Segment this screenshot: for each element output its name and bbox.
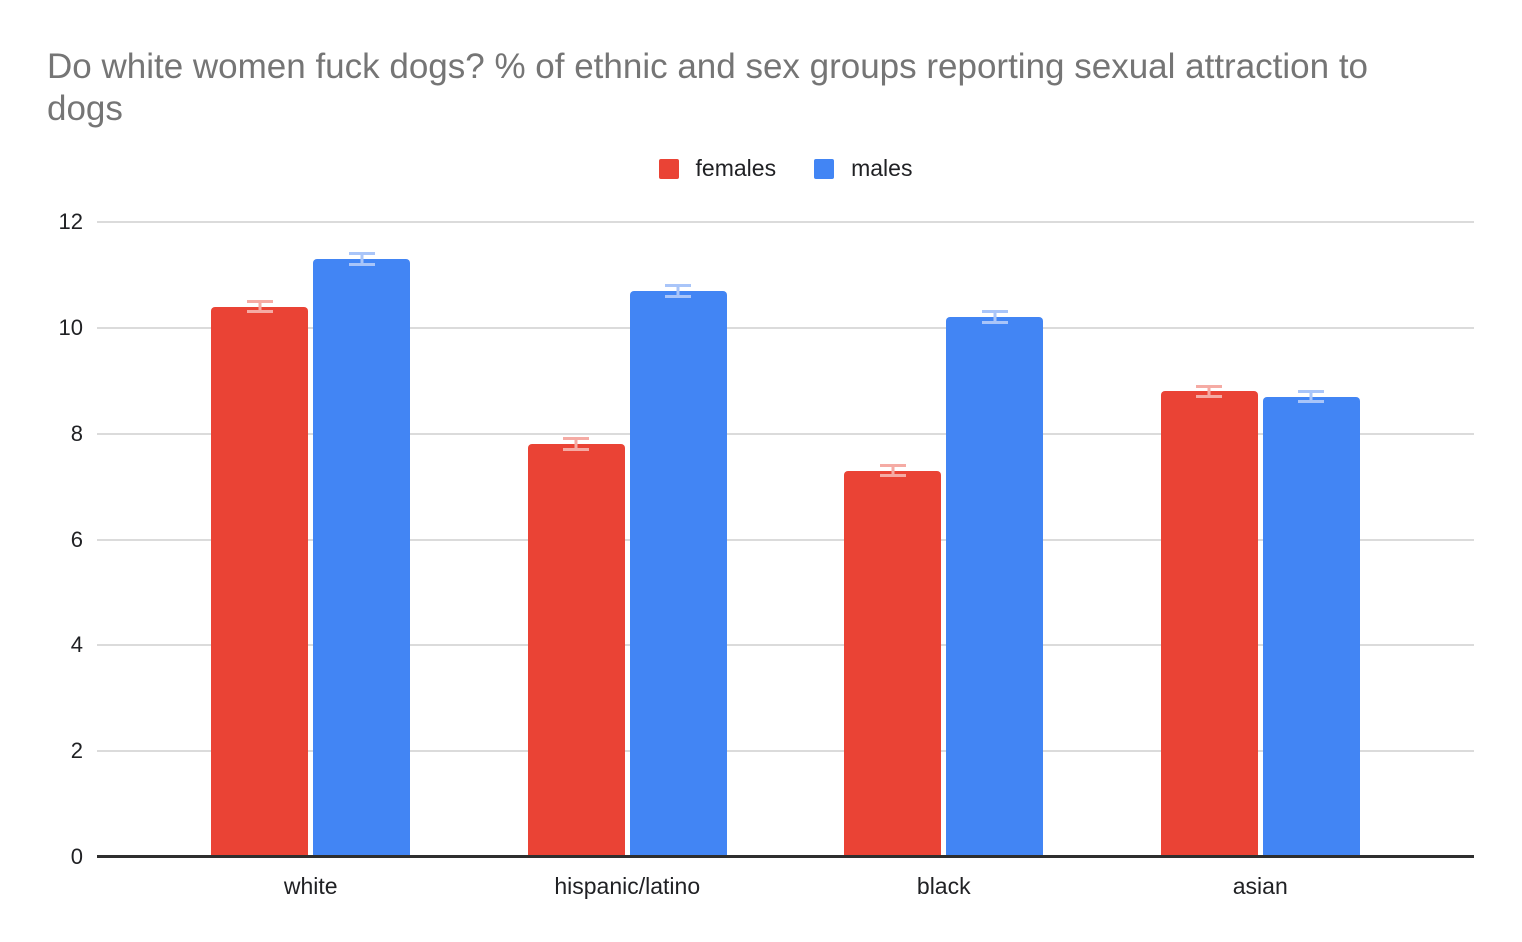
y-tick-label-0: 0: [70, 844, 83, 869]
error-bar-males-white: [348, 252, 375, 266]
error-bar-stem: [891, 464, 895, 477]
bar-males-black: [946, 317, 1044, 857]
gridline-6: [97, 538, 1474, 541]
error-bar-stem: [993, 311, 997, 324]
legend: females males: [97, 155, 1474, 182]
y-tick-label-6: 6: [70, 526, 83, 552]
error-bar-stem: [1207, 385, 1211, 398]
error-bar-males-asian: [1298, 389, 1325, 404]
gridline-4: [97, 644, 1474, 647]
gridline-10: [97, 326, 1474, 329]
error-bar-females-asian: [1196, 384, 1223, 399]
gridline-2: [97, 750, 1474, 753]
error-bar-males-hispanic-latino: [665, 284, 692, 298]
legend-item-males: males: [814, 155, 912, 182]
plot-area: 0 2 4 6 8 10 12 white hispanic/latino black asian: [59, 209, 1474, 899]
bar-males-asian: [1262, 396, 1360, 857]
legend-swatch-males: [814, 158, 835, 179]
y-tick-label-10: 10: [58, 314, 83, 340]
gridline-12: [97, 221, 1474, 223]
error-bar-females-hispanic-latino: [563, 437, 590, 452]
error-bar-stem: [258, 300, 262, 313]
y-tick-label-8: 8: [70, 420, 83, 446]
bar-females-white: [211, 306, 309, 857]
error-bar-males-black: [981, 310, 1008, 325]
chart-title: Do white women fuck dogs? % of ethnic an…: [47, 47, 1369, 128]
error-bar-stem: [360, 253, 364, 265]
x-axis-label-black: black: [916, 873, 971, 899]
y-tick-label-2: 2: [70, 738, 83, 764]
error-bar-females-black: [879, 463, 906, 478]
error-bar-stem: [1309, 390, 1313, 403]
legend-label-males: males: [851, 155, 913, 181]
bar-males-hispanic-latino: [629, 290, 727, 857]
error-bar-females-white: [246, 299, 273, 314]
error-bar-stem: [676, 285, 680, 297]
gridline-8: [97, 432, 1474, 435]
bar-females-hispanic-latino: [527, 444, 625, 857]
y-tick-label-4: 4: [70, 632, 83, 658]
legend-item-females: females: [658, 155, 777, 182]
x-axis-label-hispanic-latino: hispanic/latino: [554, 873, 701, 899]
bar-males-white: [313, 259, 411, 857]
legend-label-females: females: [695, 155, 777, 181]
error-bar-stem: [574, 438, 578, 451]
x-axis-label-asian: asian: [1232, 873, 1288, 899]
bar-females-black: [844, 470, 942, 857]
y-tick-label-12: 12: [58, 209, 83, 234]
bar-females-asian: [1160, 391, 1258, 857]
x-axis-label-white: white: [283, 873, 338, 899]
x-axis-baseline: [97, 855, 1474, 858]
legend-swatch-females: [658, 158, 679, 179]
